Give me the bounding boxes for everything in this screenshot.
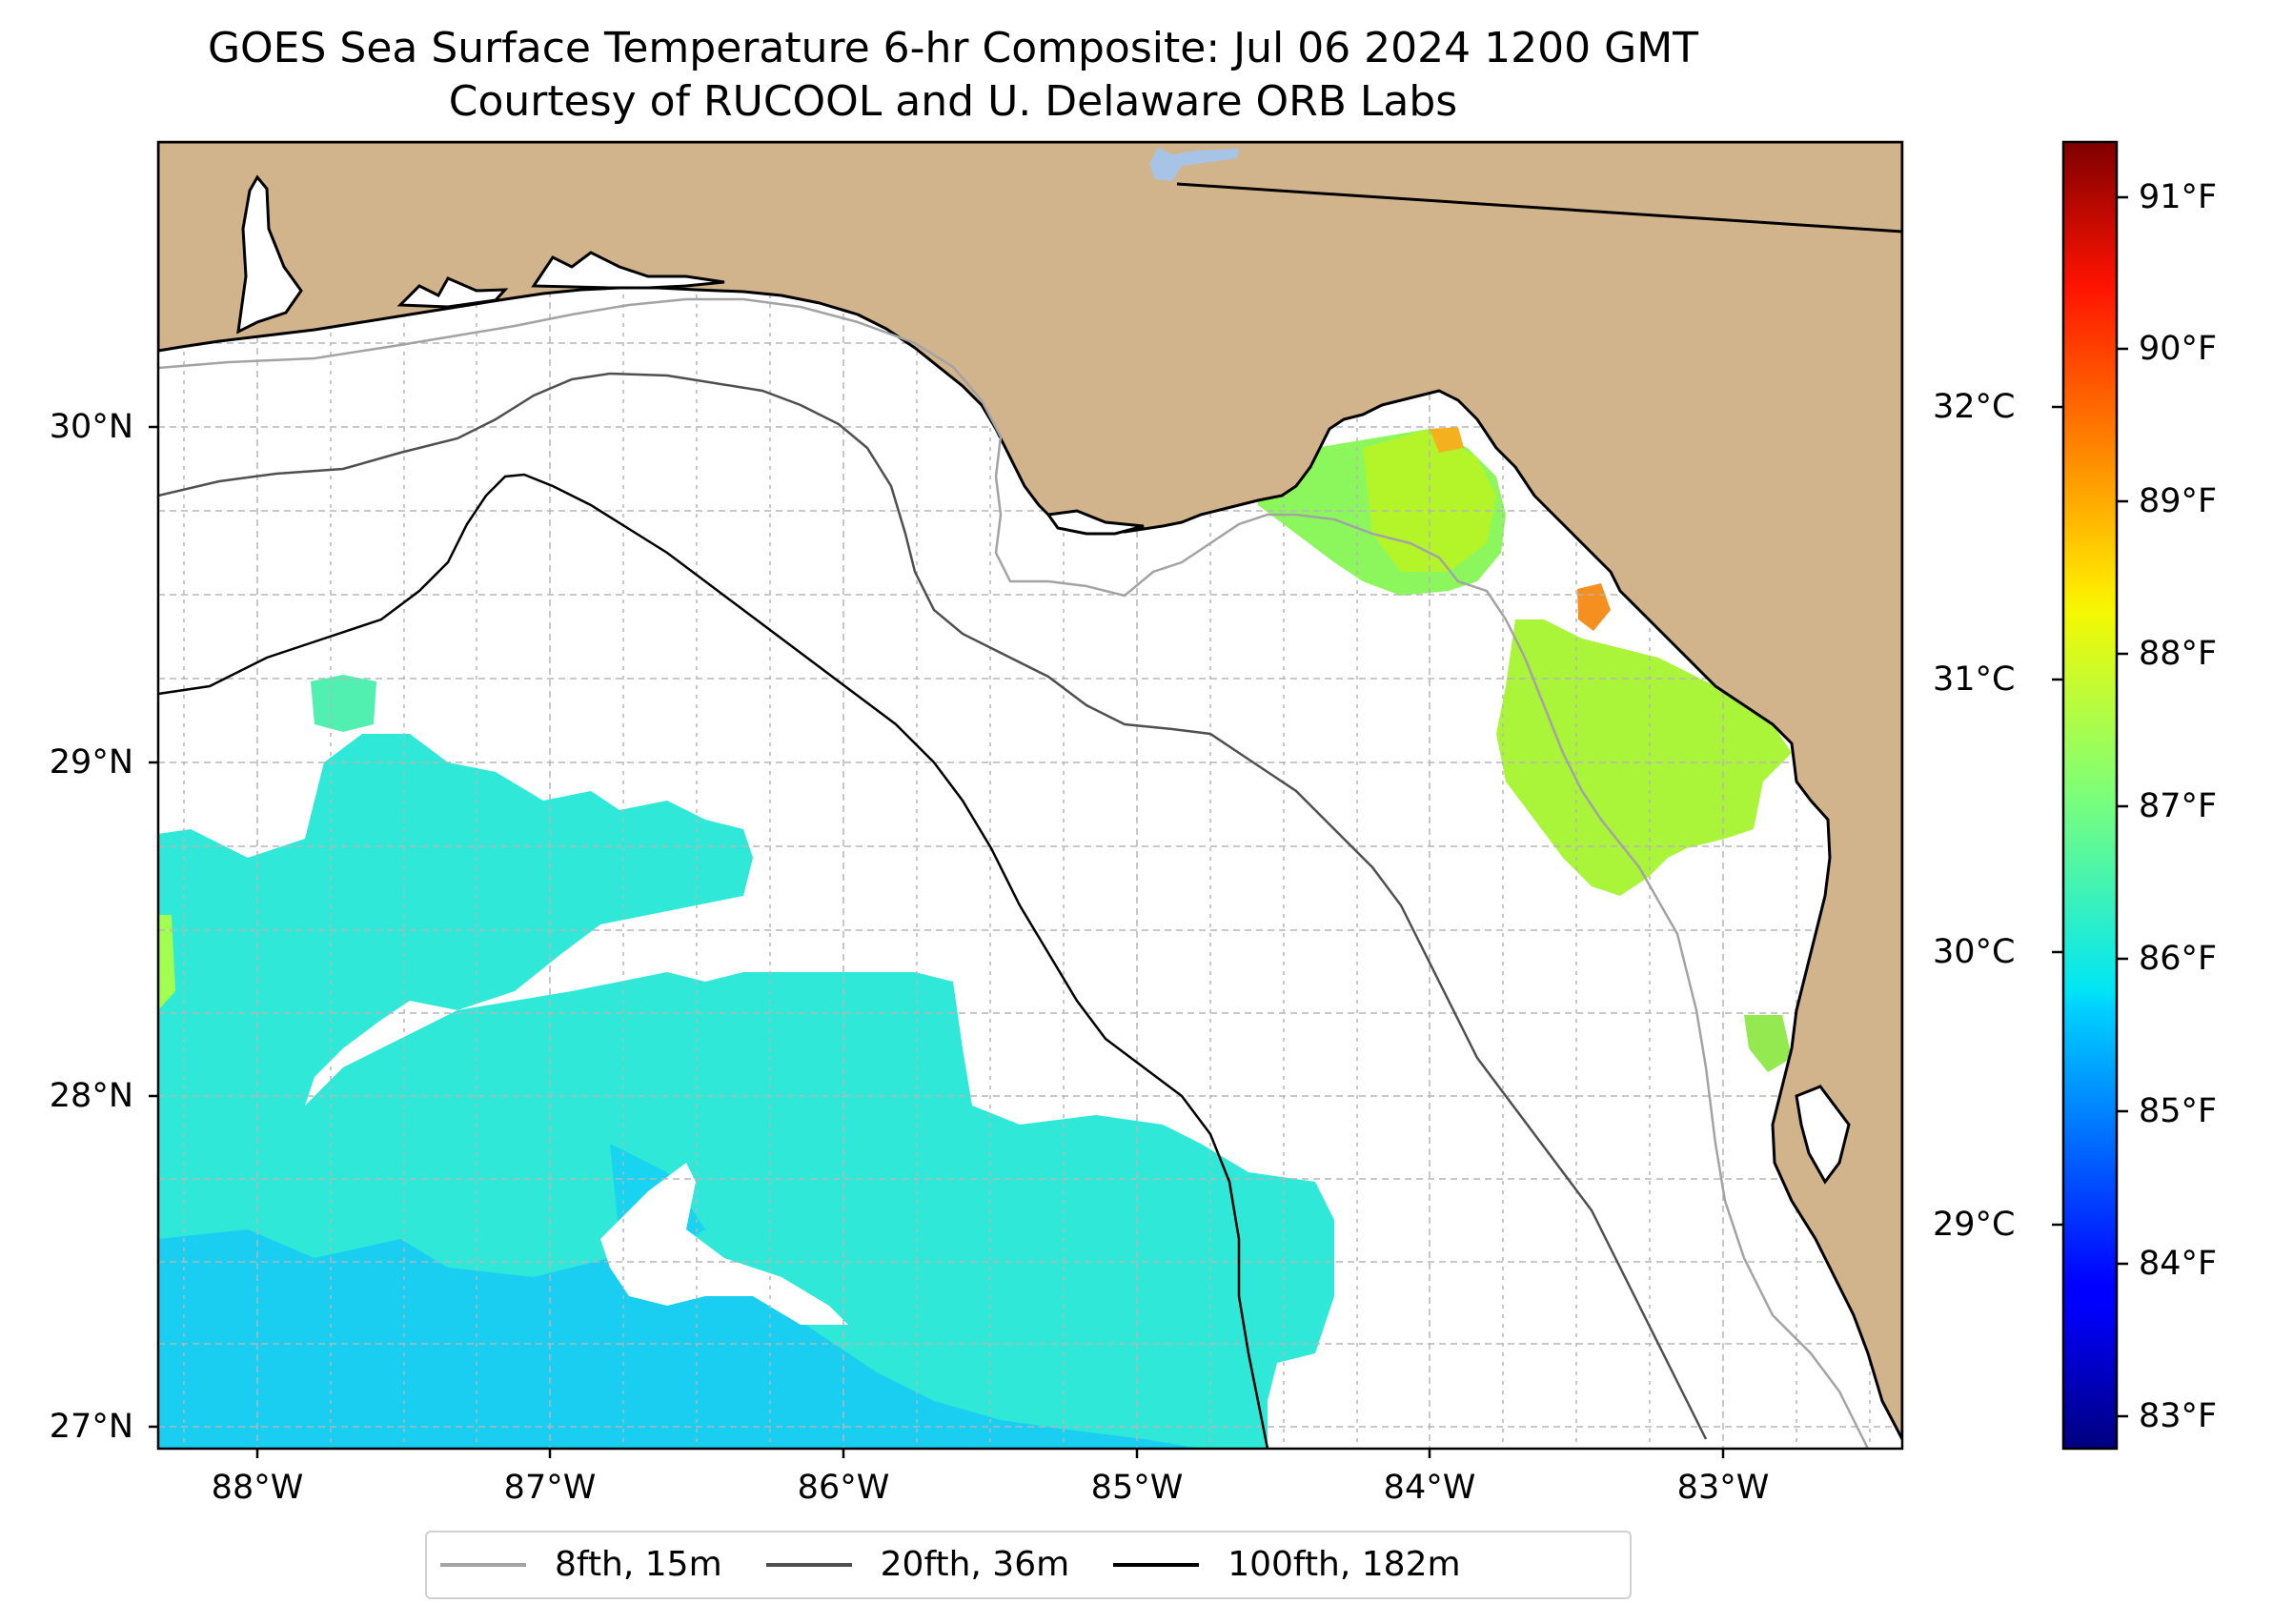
choctawhatchee-bay [531, 251, 725, 290]
sst-patch-nearshore-west [311, 675, 376, 732]
isobath-8fth [158, 297, 1870, 1449]
lon-label-85: 85°W [1090, 1469, 1184, 1507]
map-subtitle: Courtesy of RUCOOL and U. Delaware ORB L… [448, 77, 1458, 126]
tampa-bay [1795, 1085, 1851, 1185]
isobath-100fth [158, 473, 1269, 1449]
lon-label-87: 87°W [503, 1469, 597, 1507]
colorbar-label-29c: 29°C [1933, 1206, 2016, 1244]
lat-label-28: 28°N [49, 1077, 133, 1115]
land-mass [158, 142, 1902, 1441]
lat-label-27: 27°N [49, 1408, 133, 1446]
map-title: GOES Sea Surface Temperature 6-hr Compos… [207, 24, 1699, 72]
sst-layer [158, 427, 1792, 1449]
sst-clear-gap [600, 1163, 848, 1325]
colorbar-label-32c: 32°C [1933, 388, 2016, 426]
legend-label-8fth: 8fth, 15m [555, 1545, 722, 1584]
isobath-20fth [158, 372, 1708, 1440]
colorbar-label-90f: 90°F [2139, 330, 2218, 368]
map-frame [156, 140, 1904, 1451]
colorbar-label-87f: 87°F [2139, 787, 2218, 825]
sst-patch-warm-edge [158, 915, 175, 1010]
colorbar-label-31c: 31°C [1933, 660, 2016, 699]
lon-label-83: 83°W [1676, 1469, 1770, 1507]
legend-swatch-8fth [440, 1563, 526, 1567]
lon-label-84: 84°W [1383, 1469, 1476, 1507]
pensacola-bay [396, 276, 509, 309]
legend-swatch-100fth [1113, 1563, 1200, 1567]
sst-patch-spot-green [1744, 1015, 1792, 1072]
colorbar-label-85f: 85°F [2139, 1092, 2218, 1130]
legend-item-8fth: 8fth, 15m [440, 1546, 722, 1584]
colorbar-label-91f: 91°F [2139, 178, 2218, 216]
legend-item-100fth: 100fth, 182m [1113, 1545, 1461, 1584]
isobaths [158, 297, 1870, 1449]
lon-label-88: 88°W [211, 1469, 304, 1507]
sst-cool-patch [158, 1229, 1201, 1449]
legend-swatch-20fth [765, 1563, 852, 1567]
colorbar-label-30c: 30°C [1933, 933, 2016, 971]
gridlines [158, 142, 1902, 1449]
apalachicola-bay [1045, 509, 1145, 536]
colorbar-label-84f: 84°F [2139, 1245, 2218, 1283]
sst-patch-spot-orange-2 [1430, 427, 1464, 453]
legend-label-100fth: 100fth, 182m [1228, 1545, 1461, 1584]
colorbar-label-88f: 88°F [2139, 635, 2218, 673]
colorbar-ticks [2052, 195, 2128, 1418]
lon-label-86: 86°W [797, 1469, 890, 1507]
legend-label-20fth: 20fth, 36m [880, 1545, 1070, 1584]
legend-item-20fth: 20fth, 36m [765, 1545, 1070, 1584]
colorbar-label-83f: 83°F [2139, 1397, 2218, 1435]
isobath-legend: 8fth, 15m 20fth, 36m 100fth, 182m [425, 1531, 1632, 1599]
mobile-bay [236, 174, 303, 335]
colorbar [2061, 140, 2119, 1451]
colorbar-label-86f: 86°F [2139, 940, 2218, 978]
lat-label-29: 29°N [49, 743, 133, 782]
axis-ticks [149, 425, 1725, 1458]
colorbar-label-89f: 89°F [2139, 482, 2218, 520]
state-border [1176, 182, 1902, 233]
lake-seminole [1149, 148, 1239, 181]
lat-label-30: 30°N [49, 408, 133, 446]
